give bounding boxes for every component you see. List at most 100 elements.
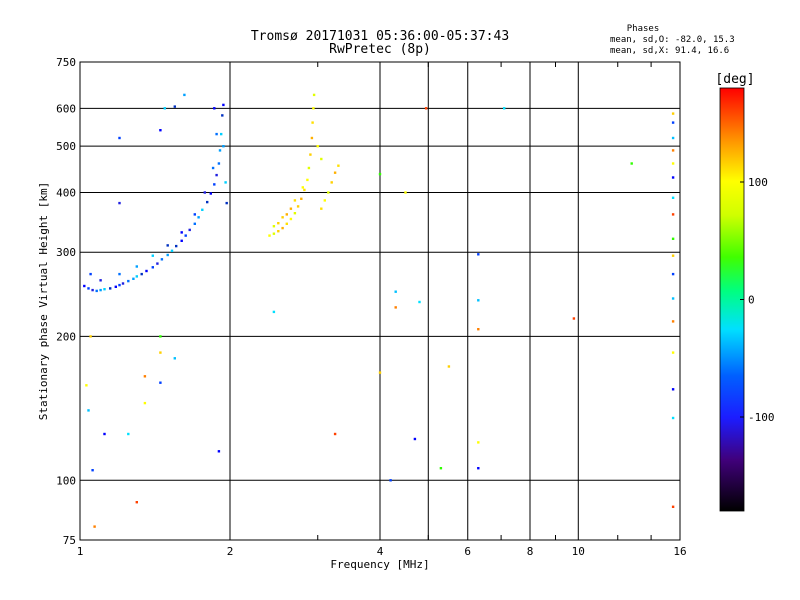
echo-point [418,300,421,304]
x-tick-label: 4 [377,545,384,558]
echo-point [316,145,319,148]
echo-point [222,145,225,148]
echo-point [118,272,121,276]
echo-point [103,432,106,436]
echo-point [135,501,138,504]
echo-point [159,351,162,354]
stats-line-o: mean, sd,O: -82.0, 15.3 [610,35,735,45]
colorbar-tick-label: -100 [748,411,775,424]
axis-ticks: 1 2 4 6 8 10 16 75 100 200 300 400 500 600 750 [56,56,687,558]
echo-point [671,121,675,124]
echo-point [477,328,480,331]
echo-point [320,207,323,210]
echo-point [671,149,675,152]
x-axis-label: Frequency [MHz] [330,558,429,571]
echo-point [327,191,330,194]
echo-point [333,171,337,174]
echo-point [330,181,333,184]
y-axis-label: Stationary phase Virtual Height [km] [37,182,50,420]
chart-title: Tromsø 20171031 05:36:00-05:37:43 [251,29,509,44]
echo-point [183,93,186,97]
echo-point [424,107,428,110]
echo-point [277,230,280,233]
echo-point [118,136,121,140]
echo-point [311,121,314,124]
y-tick-label: 400 [56,186,76,199]
echo-point [91,469,94,472]
echo-point [320,157,323,161]
echo-point [180,231,183,234]
echo-point [272,310,276,314]
echo-point [166,244,169,247]
echo-point [145,269,148,273]
echo-point [671,213,675,216]
echo-point [281,226,284,230]
colorbar-label: [deg] [715,72,754,87]
stats-line-x: mean, sd,X: 91.4, 16.6 [610,46,729,56]
echo-point [217,450,221,453]
echo-point [215,173,218,177]
echo-point [281,216,284,219]
echo-point [220,132,223,136]
echo-point [394,290,397,293]
x-tick-label: 6 [464,545,471,558]
echo-point [140,272,143,276]
echo-point [378,172,382,176]
echo-point [213,183,216,186]
echo-points [83,93,675,528]
echo-point [91,288,94,292]
echo-point [285,222,288,225]
echo-point [89,335,92,338]
y-tick-label: 200 [56,330,76,343]
y-tick-label: 600 [56,102,76,115]
echo-point [143,375,147,378]
echo-point [206,200,209,204]
echo-point [217,162,221,165]
echo-point [95,289,98,293]
echo-point [293,199,297,202]
chart-subtitle: RwPretec (8p) [329,42,431,57]
echo-point [303,188,306,192]
echo-point [272,225,276,228]
echo-point [193,222,196,225]
echo-point [439,467,443,470]
echo-point [277,222,280,225]
echo-point [477,253,480,256]
echo-point [103,288,106,291]
y-tick-label: 300 [56,246,76,259]
echo-point [671,237,675,240]
echo-point [87,287,90,290]
echo-point [173,357,176,360]
echo-point [477,299,480,302]
colorbar-tick-label: 0 [748,294,755,307]
echo-point [671,176,675,179]
echo-point [268,234,271,237]
echo-point [173,105,176,108]
x-tick-label: 16 [673,545,686,558]
echo-point [671,505,675,508]
echo-point [671,388,675,391]
echo-point [300,197,303,200]
echo-point [671,416,675,420]
echo-point [209,192,212,195]
echo-point [166,253,169,257]
x-tick-label: 8 [527,545,534,558]
echo-point [135,275,138,278]
echo-point [477,467,480,470]
echo-point [213,107,216,110]
echo-point [293,212,297,215]
echo-point [225,201,228,205]
echo-point [85,384,88,387]
echo-point [193,213,196,216]
echo-point [309,153,312,156]
echo-point [671,162,675,165]
echo-point [312,93,316,97]
echo-point [218,149,222,152]
echo-point [188,228,191,232]
echo-point [170,249,174,252]
y-tick-label: 75 [63,534,76,547]
echo-point [671,196,675,199]
echo-point [312,107,315,110]
y-tick-label: 100 [56,474,76,487]
